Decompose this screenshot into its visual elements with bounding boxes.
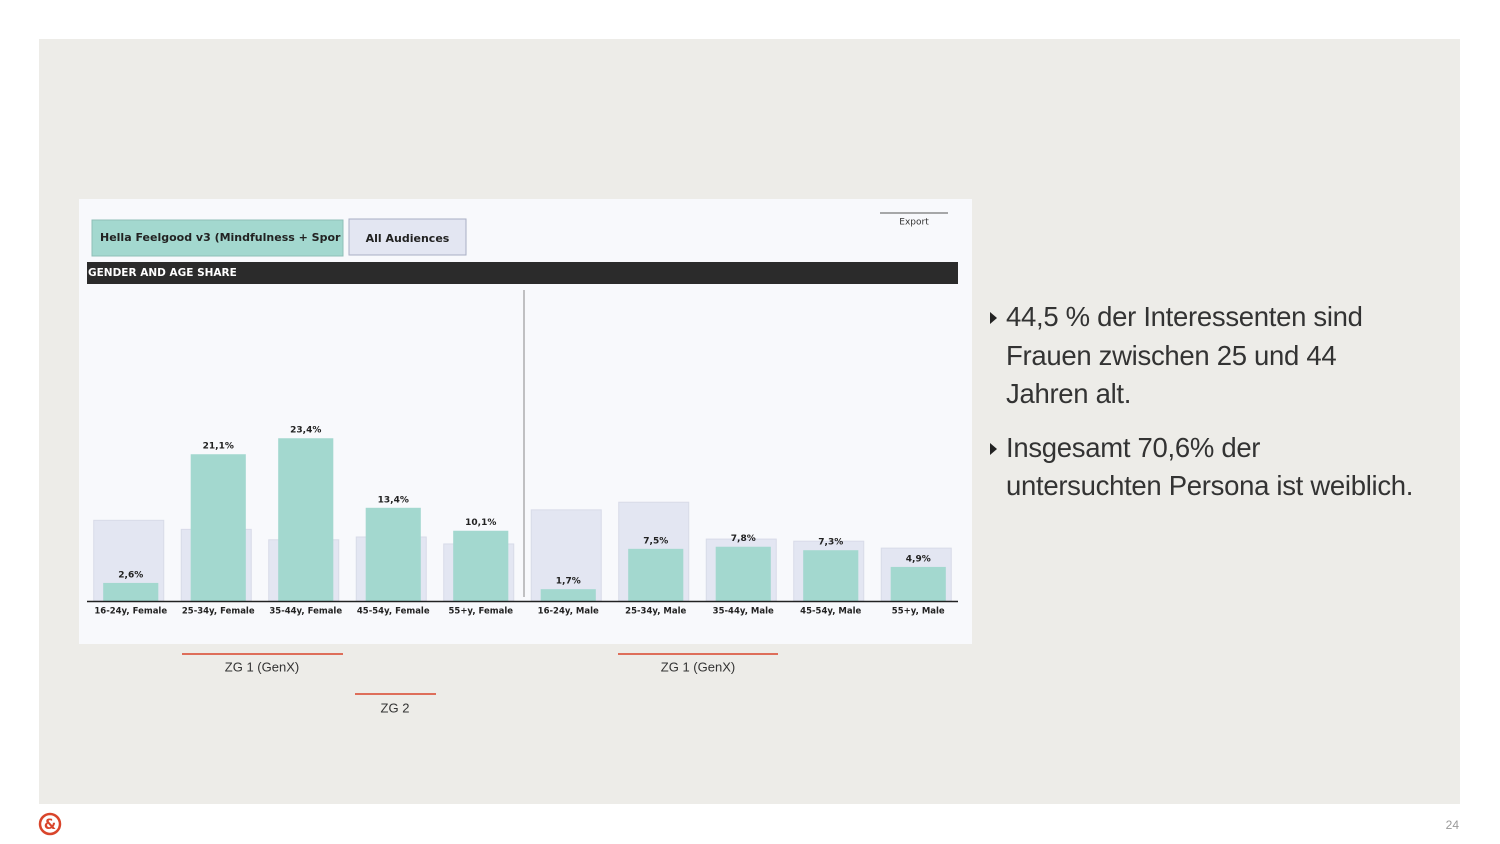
bullet: 44,5 % der Interessenten sind Frauen zwi… [988,298,1418,414]
bar [715,546,771,601]
annotation: ZG 2 [381,700,410,715]
value-label: 2,6% [118,570,143,580]
value-label: 21,1% [203,442,234,452]
bar [278,438,334,601]
comparison-bar [530,509,602,602]
chart-title: GENDER AND AGE SHARE [88,267,237,279]
x-tick-label: 25-34y, Female [182,607,255,617]
bullet-list: 44,5 % der Interessenten sind Frauen zwi… [988,298,1418,521]
bar [190,454,246,601]
value-label: 7,8% [731,534,756,544]
x-tick-label: 55+y, Female [448,607,513,617]
value-label: 1,7% [556,577,581,587]
logo: & [44,817,56,833]
bar [540,589,596,601]
value-label: 4,9% [906,554,931,564]
x-tick-label: 25-34y, Male [625,607,686,617]
bar [453,530,509,601]
value-label: 13,4% [378,495,409,505]
x-tick-label: 55+y, Male [892,607,945,617]
x-tick-label: 16-24y, Male [538,607,599,617]
tab-selected[interactable] [91,219,344,257]
value-label: 7,3% [818,538,843,548]
bar [628,548,684,601]
annotation: ZG 1 (GenX) [661,659,735,674]
export-button[interactable]: Export [899,218,929,228]
x-tick-label: 16-24y, Female [94,607,167,617]
bullet: Insgesamt 70,6% der untersuchten Persona… [988,429,1418,506]
page-number: 24 [1446,818,1460,832]
annotation: ZG 1 (GenX) [225,659,299,674]
tab-label[interactable]: Hella Feelgood v3 (Mindfulness + Spor [100,231,341,244]
x-tick-label: 45-54y, Female [357,607,430,617]
x-tick-label: 35-44y, Male [713,607,774,617]
value-label: 10,1% [465,518,496,528]
title-bar [87,262,958,284]
x-tick-label: 35-44y, Female [269,607,342,617]
bar [803,550,859,601]
tab[interactable] [348,218,467,256]
logo-ring [38,812,62,836]
value-label: 23,4% [290,426,321,436]
bar [365,507,421,601]
tab-label[interactable]: All Audiences [366,232,450,245]
bar [890,566,946,601]
bar [103,582,159,601]
bars: 2,6% 21,1% 23,4% 13,4% 10,1% 1,7% 7,5% 7,8% 7,3%… [93,426,952,617]
x-tick-label: 45-54y, Male [800,607,861,617]
value-label: 7,5% [643,536,668,546]
